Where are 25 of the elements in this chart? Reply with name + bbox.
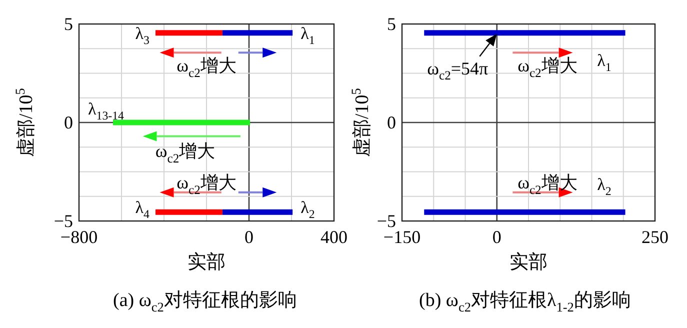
y-tick-label: 0: [387, 112, 396, 132]
x-tick-label: 0: [492, 227, 502, 247]
y-tick-label: 0: [64, 112, 73, 132]
x-axis-title: 实部: [510, 251, 548, 273]
annotation: ω$_{c2}$增大: [155, 141, 216, 166]
x-tick-label: 0: [244, 227, 254, 247]
x-tick-label: 250: [642, 227, 668, 247]
series-label: λ$_{1}$: [597, 50, 612, 74]
series-label: λ$_{1}$: [300, 24, 315, 47]
series-label: λ$_{13-14}$: [88, 100, 124, 123]
y-tick-label: 5: [387, 14, 396, 34]
text: (b) ω$_{c2}$对特征根λ$_{1-2}$的影响: [419, 290, 631, 315]
annotation: ω$_{c2}$=54π: [427, 58, 488, 83]
annotation: ω$_{c2}$增大: [176, 172, 236, 197]
series-label: λ$_{2}$: [300, 198, 315, 222]
text: (a) ω$_{c2}$对特征根的影响: [113, 290, 297, 315]
y-tick-label: 5: [64, 14, 73, 34]
x-tick-label: 400: [320, 227, 348, 247]
series-label: λ$_{2}$: [597, 175, 612, 198]
annotation: ω$_{c2}$增大: [176, 55, 236, 80]
x-axis-title: 实部: [188, 251, 226, 273]
series-label: λ$_{4}$: [135, 198, 150, 222]
annotation: ω$_{c2}$增大: [518, 172, 578, 197]
series-label: λ$_{3}$: [135, 24, 150, 47]
annotation: ω$_{c2}$增大: [518, 55, 578, 80]
